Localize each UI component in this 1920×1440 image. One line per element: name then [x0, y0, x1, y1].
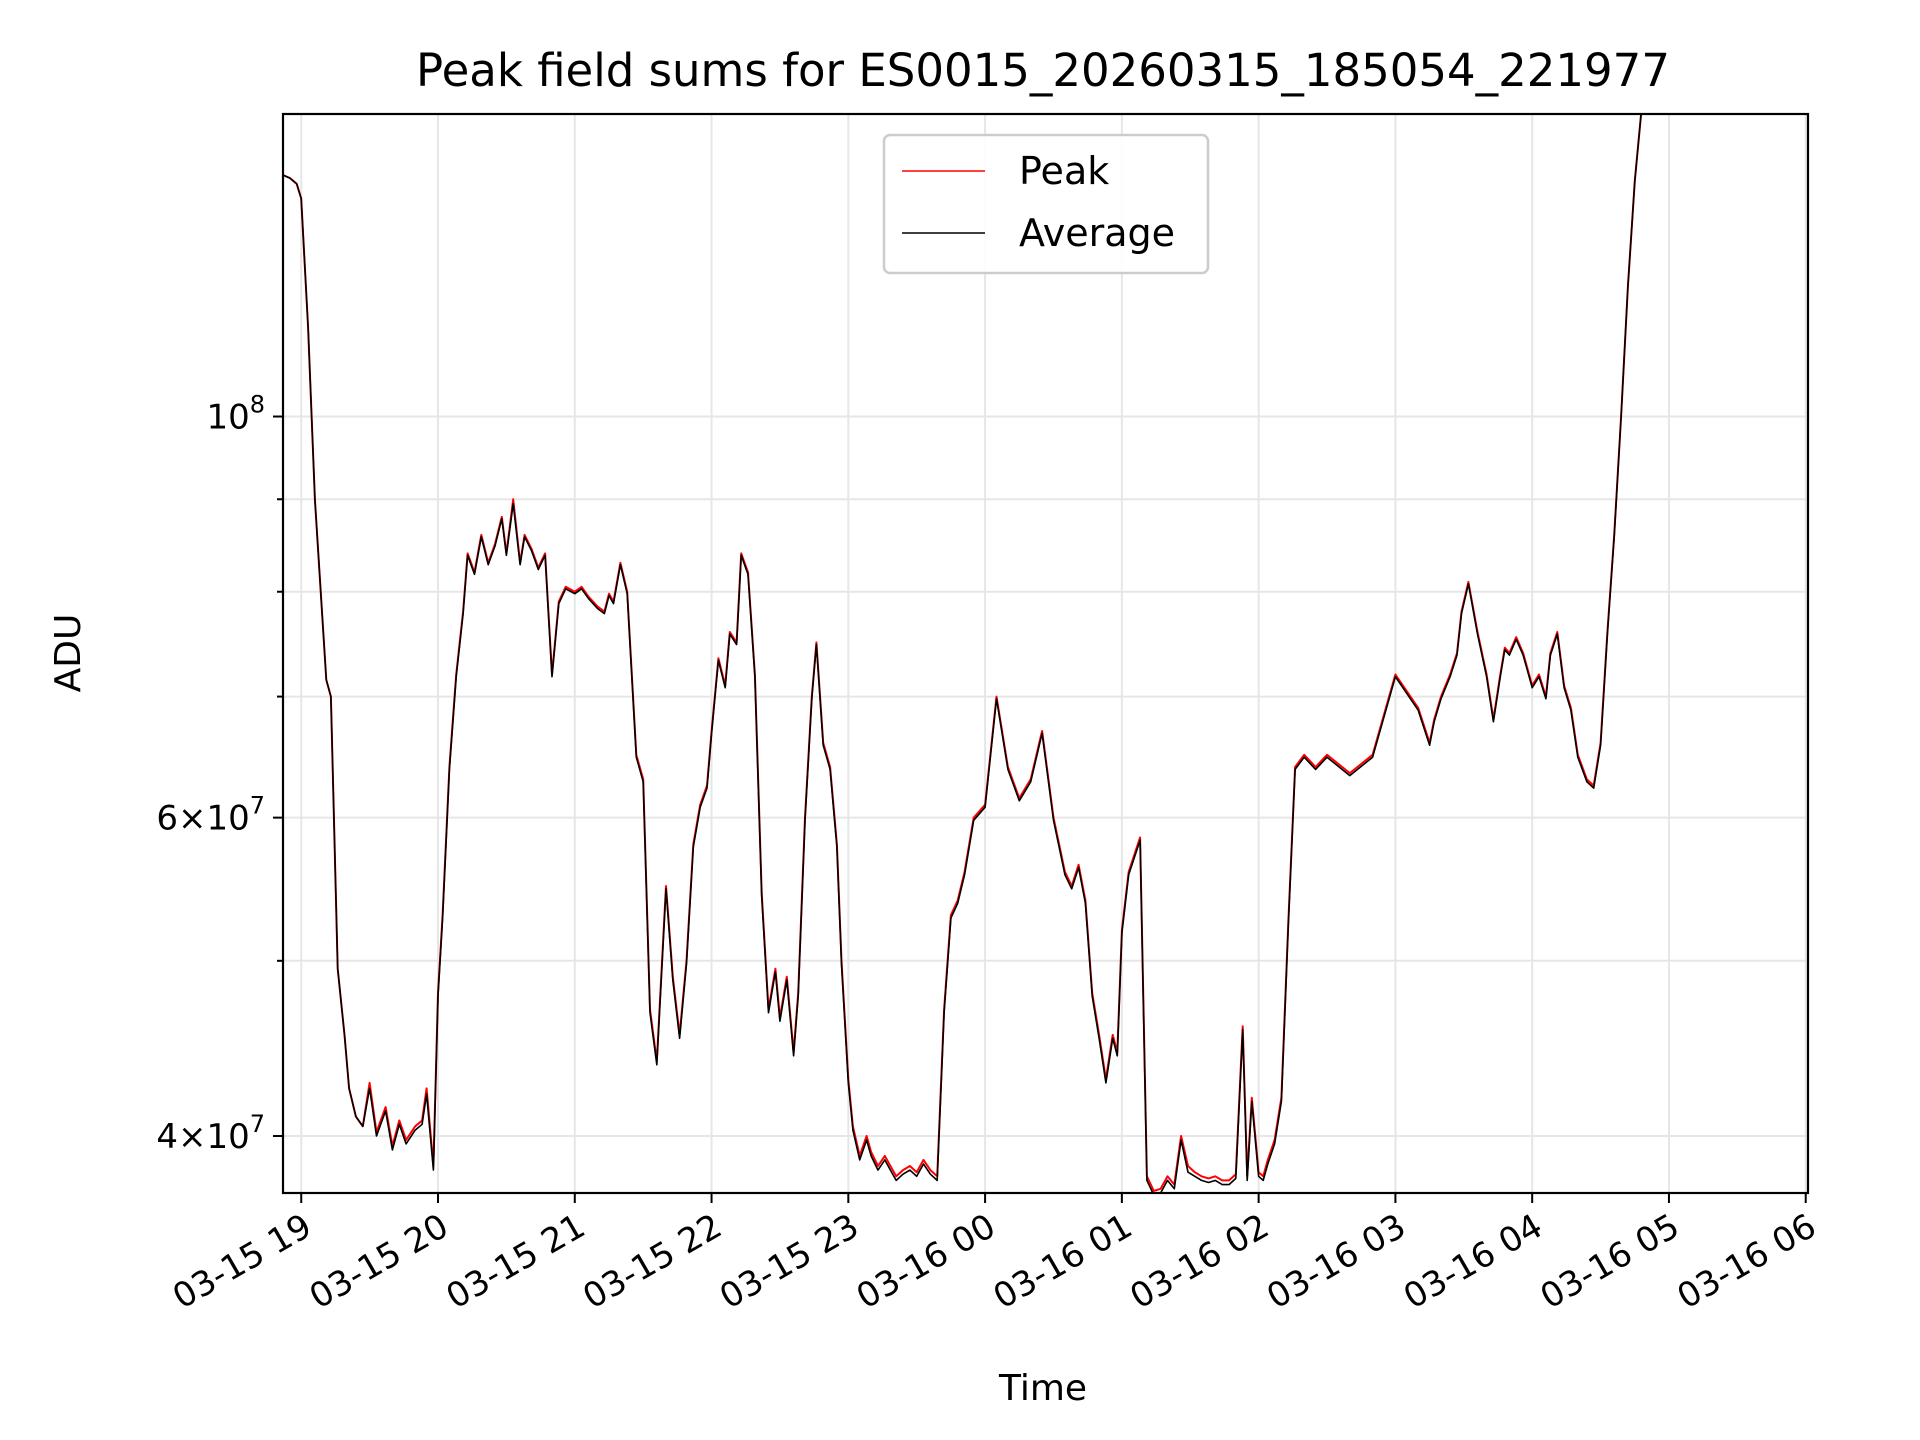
- y-axis-label: ADU: [48, 614, 89, 693]
- legend-label-peak: Peak: [1019, 149, 1109, 193]
- legend: Peak Average: [882, 133, 1210, 275]
- y-axis: 4×107 6×107 108: [156, 391, 283, 1157]
- y-tick-label: 108: [206, 391, 265, 438]
- chart-title: Peak field sums for ES0015_20260315_1850…: [416, 44, 1670, 97]
- y-tick-label: 6×107: [156, 792, 265, 839]
- series-layer: [283, 114, 1643, 1193]
- legend-label-average: Average: [1019, 211, 1175, 255]
- grid: [283, 114, 1808, 1193]
- plot-frame: [281, 112, 1810, 1195]
- y-tick-label: 4×107: [156, 1110, 265, 1157]
- x-axis-label: Time: [998, 1368, 1087, 1409]
- legend-box: [882, 133, 1210, 275]
- series-line-average: [283, 114, 1642, 1193]
